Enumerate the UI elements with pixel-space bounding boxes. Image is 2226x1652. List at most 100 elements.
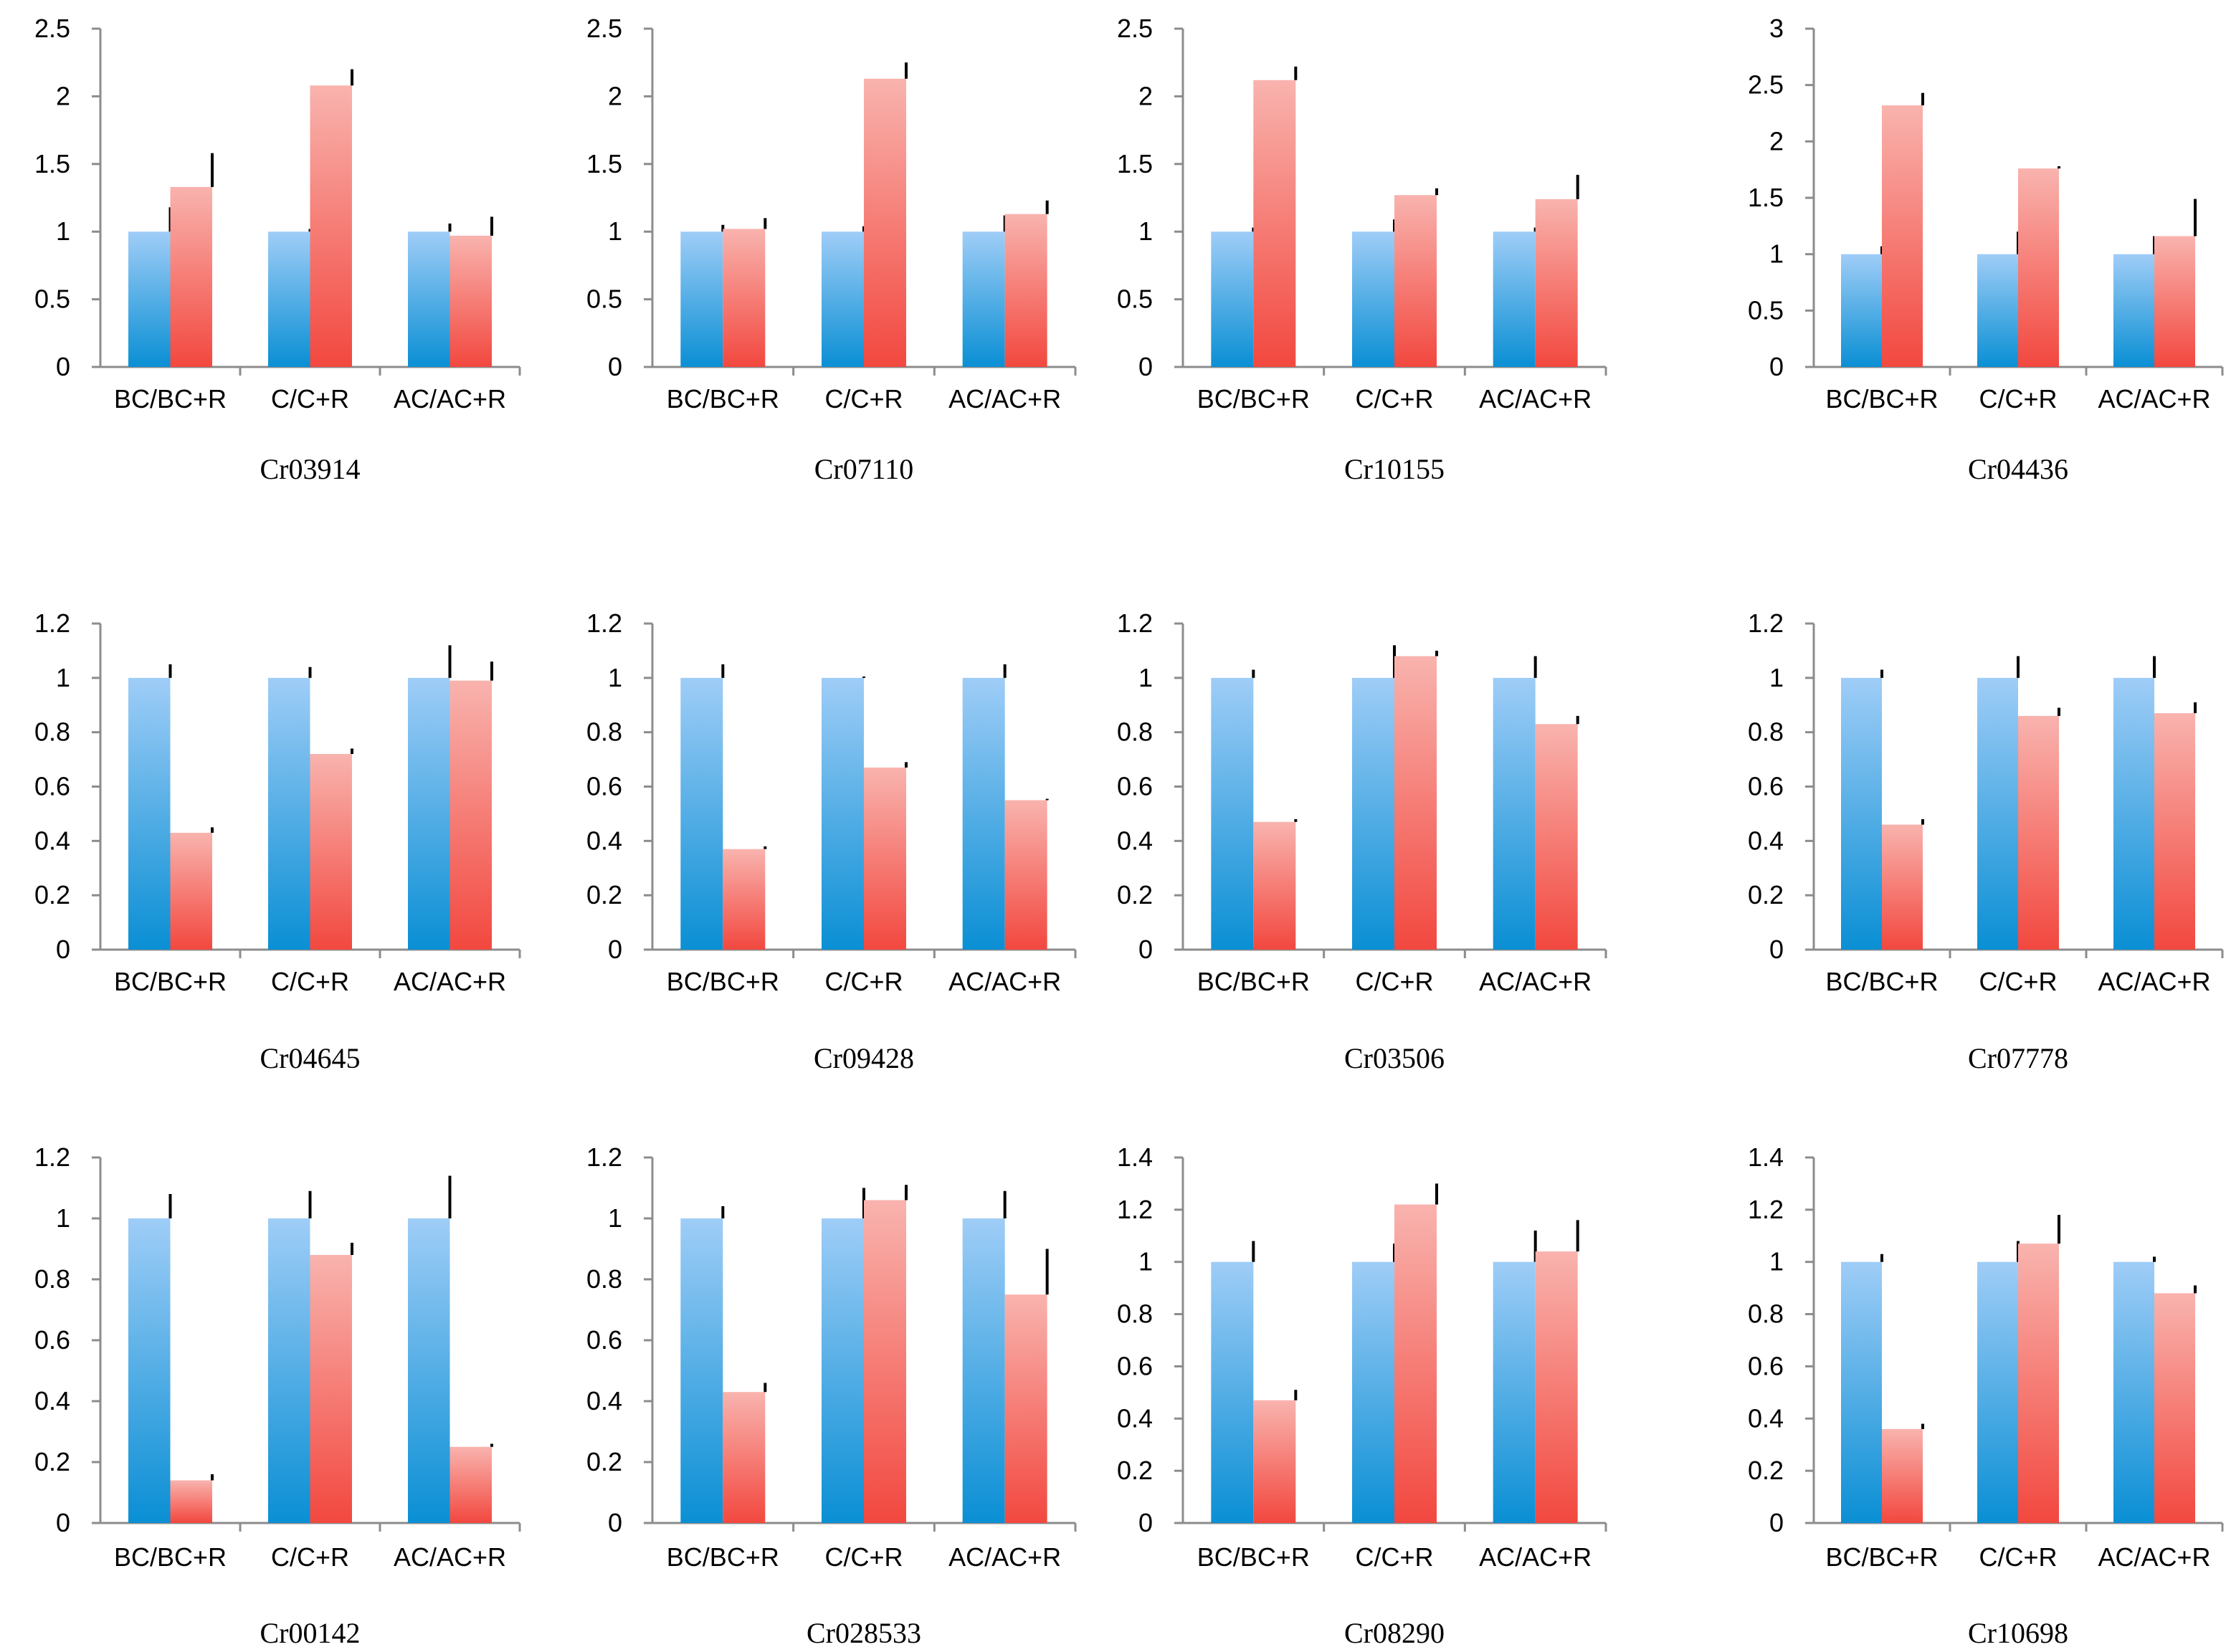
bar-control xyxy=(680,231,723,367)
y-tick-label: 1 xyxy=(56,663,70,692)
y-tick-label: 0.2 xyxy=(1748,880,1784,909)
y-tick-label: 0 xyxy=(56,1508,70,1537)
chart-panel: 0 0.2 0.4 0.6 0.8 1 1.2 BC/BC+R C/C+R AC/AC+R Cr07… xyxy=(1748,608,2224,1074)
y-tick-label: 0.8 xyxy=(34,1264,70,1294)
category-label: BC/BC+R xyxy=(667,384,779,414)
y-tick-label: 1.5 xyxy=(1748,183,1784,212)
y-tick-label: 0.4 xyxy=(1748,826,1784,855)
category-label: BC/BC+R xyxy=(114,967,227,996)
category-label: BC/BC+R xyxy=(1825,1542,1938,1572)
bar-treated xyxy=(1882,1428,1923,1523)
bar-control xyxy=(268,1218,310,1523)
bar-treated xyxy=(1535,1251,1578,1523)
y-tick-label: 1 xyxy=(1138,1247,1153,1276)
category-label: C/C+R xyxy=(824,967,903,996)
bar-control xyxy=(680,677,723,950)
chart-title: Cr08290 xyxy=(1344,1617,1445,1649)
chart-title: Cr028533 xyxy=(807,1617,921,1649)
y-tick-label: 0 xyxy=(1769,935,1784,964)
y-tick-label: 0.6 xyxy=(1117,1351,1153,1380)
bar-treated xyxy=(170,1480,212,1523)
y-tick-label: 0 xyxy=(1769,352,1784,381)
category-label: AC/AC+R xyxy=(1479,384,1592,414)
bar-treated xyxy=(723,1392,766,1523)
bar-treated xyxy=(1004,800,1047,950)
y-tick-label: 2 xyxy=(1138,81,1153,110)
chart-title: Cr04436 xyxy=(1968,453,2068,485)
bar-control xyxy=(1977,254,2018,367)
bar-treated xyxy=(2018,715,2059,950)
y-tick-label: 1.5 xyxy=(1117,149,1153,178)
y-tick-label: 0.6 xyxy=(586,772,622,801)
category-label: AC/AC+R xyxy=(2098,384,2210,414)
bar-treated xyxy=(1394,656,1437,950)
bar-treated xyxy=(2018,168,2059,368)
chart-title: Cr03914 xyxy=(260,453,361,485)
y-tick-label: 1 xyxy=(608,216,622,246)
y-tick-label: 1.2 xyxy=(1117,608,1153,638)
bar-control xyxy=(1352,1261,1394,1523)
bar-control xyxy=(1841,254,1882,367)
bar-control xyxy=(962,231,1005,367)
bar-treated xyxy=(1253,1400,1296,1523)
y-tick-label: 0.2 xyxy=(1117,880,1153,909)
y-tick-label: 1.2 xyxy=(1117,1195,1153,1224)
y-tick-label: 1 xyxy=(608,1203,622,1233)
bar-control xyxy=(1493,231,1536,367)
bar-control xyxy=(2113,1261,2154,1523)
category-label: AC/AC+R xyxy=(1479,967,1592,996)
bar-control xyxy=(1211,1261,1254,1523)
y-tick-label: 2.5 xyxy=(34,14,70,43)
bar-control xyxy=(822,1218,864,1523)
bar-control xyxy=(1841,677,1882,950)
y-tick-label: 1.5 xyxy=(586,149,622,178)
bar-treated xyxy=(1882,105,1923,367)
bar-control xyxy=(268,677,310,950)
y-tick-label: 0.2 xyxy=(1748,1456,1784,1485)
y-tick-label: 1 xyxy=(1138,663,1153,692)
bar-treated xyxy=(450,1446,492,1523)
y-tick-label: 0.8 xyxy=(1748,717,1784,747)
bar-treated xyxy=(1253,80,1296,367)
y-tick-label: 2 xyxy=(1769,126,1784,156)
y-tick-label: 0.8 xyxy=(586,1264,622,1294)
y-tick-label: 0.2 xyxy=(586,1447,622,1476)
chart-panel: 0 0.2 0.4 0.6 0.8 1 1.2 BC/BC+R C/C+R AC/AC+R Cr03… xyxy=(1117,608,1607,1074)
bar-control xyxy=(268,231,310,367)
y-tick-label: 0.2 xyxy=(586,880,622,909)
category-label: AC/AC+R xyxy=(948,1542,1061,1572)
bar-treated xyxy=(2154,1293,2195,1523)
category-label: BC/BC+R xyxy=(114,1542,227,1572)
y-tick-label: 0 xyxy=(608,935,622,964)
bar-treated xyxy=(864,1200,906,1523)
y-tick-label: 1 xyxy=(1769,1247,1784,1276)
y-tick-label: 0.6 xyxy=(1748,1351,1784,1380)
y-tick-label: 0.5 xyxy=(34,285,70,314)
category-label: BC/BC+R xyxy=(667,967,779,996)
category-label: AC/AC+R xyxy=(2098,1542,2210,1572)
chart-panel: 0 0.2 0.4 0.6 0.8 1 1.2 1.4 BC/BC+R C/C+R AC/AC+R C… xyxy=(1117,1142,1607,1649)
chart-panel: 0 0.5 1 1.5 2 2.5 BC/BC+R C/C+R AC/AC+R Cr10155 xyxy=(1117,14,1607,485)
bar-treated xyxy=(1882,824,1923,950)
category-label: C/C+R xyxy=(1979,967,2057,996)
y-tick-label: 0.4 xyxy=(34,1386,70,1415)
bar-control xyxy=(1841,1261,1882,1523)
category-label: BC/BC+R xyxy=(1197,967,1310,996)
bar-treated xyxy=(723,229,766,367)
y-tick-label: 0 xyxy=(56,935,70,964)
bar-treated xyxy=(2154,236,2195,367)
chart-title: Cr09428 xyxy=(814,1042,914,1074)
chart-title: Cr03506 xyxy=(1344,1042,1445,1074)
bar-treated xyxy=(310,85,352,368)
y-tick-label: 0 xyxy=(1138,352,1153,381)
chart-title: Cr10155 xyxy=(1344,453,1445,485)
y-tick-label: 0 xyxy=(1138,1508,1153,1537)
y-tick-label: 0 xyxy=(608,1508,622,1537)
category-label: AC/AC+R xyxy=(394,384,506,414)
bar-control xyxy=(1211,677,1254,950)
category-label: C/C+R xyxy=(271,384,349,414)
y-tick-label: 0.4 xyxy=(1117,826,1153,855)
chart-panel: 0 0.2 0.4 0.6 0.8 1 1.2 BC/BC+R C/C+R AC/AC+R Cr00… xyxy=(34,1142,521,1649)
chart-panel: 0 0.5 1 1.5 2 2.5 BC/BC+R C/C+R AC/AC+R Cr07110 xyxy=(586,14,1077,485)
